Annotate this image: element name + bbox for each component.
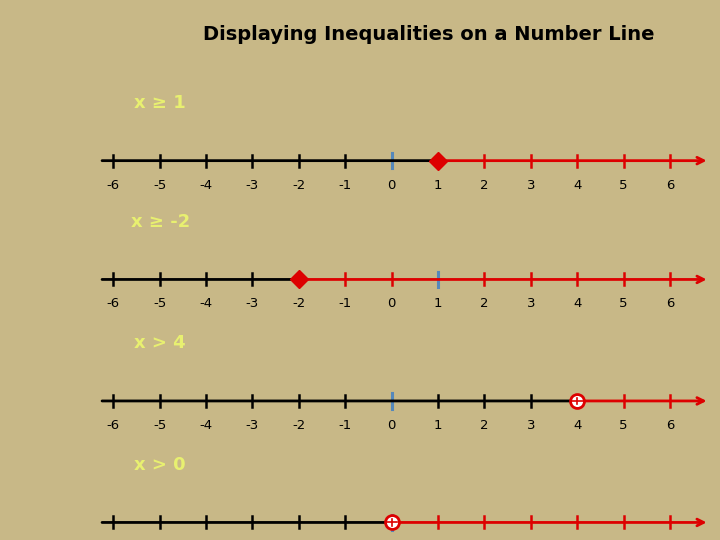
Text: -4: -4 — [199, 179, 212, 192]
Text: 3: 3 — [526, 419, 535, 432]
Text: 2: 2 — [480, 298, 489, 310]
Text: 6: 6 — [666, 298, 674, 310]
Text: x > 4: x > 4 — [135, 334, 186, 353]
Text: -1: -1 — [338, 419, 352, 432]
Text: 3: 3 — [526, 298, 535, 310]
Text: 1: 1 — [433, 419, 442, 432]
Text: 4: 4 — [573, 419, 581, 432]
Text: -1: -1 — [338, 298, 352, 310]
Text: -5: -5 — [153, 298, 166, 310]
Text: -3: -3 — [246, 419, 259, 432]
Text: -3: -3 — [246, 298, 259, 310]
Text: -2: -2 — [292, 179, 305, 192]
Text: -1: -1 — [338, 179, 352, 192]
Text: -4: -4 — [199, 298, 212, 310]
Text: Displaying Inequalities on a Number Line: Displaying Inequalities on a Number Line — [202, 25, 654, 44]
Text: 1: 1 — [433, 298, 442, 310]
Text: 0: 0 — [387, 179, 396, 192]
Text: 1: 1 — [433, 179, 442, 192]
Text: 0: 0 — [387, 298, 396, 310]
Text: -5: -5 — [153, 419, 166, 432]
Text: 2: 2 — [480, 419, 489, 432]
Text: x ≥ -2: x ≥ -2 — [130, 213, 190, 231]
Text: 0: 0 — [387, 419, 396, 432]
Text: -4: -4 — [199, 419, 212, 432]
Text: 3: 3 — [526, 179, 535, 192]
Text: -3: -3 — [246, 179, 259, 192]
Text: 6: 6 — [666, 419, 674, 432]
Text: x ≥ 1: x ≥ 1 — [135, 94, 186, 112]
Text: 4: 4 — [573, 179, 581, 192]
Text: -5: -5 — [153, 179, 166, 192]
Text: 2: 2 — [480, 179, 489, 192]
Text: 4: 4 — [573, 298, 581, 310]
Text: 5: 5 — [619, 419, 628, 432]
Text: -2: -2 — [292, 419, 305, 432]
Text: -6: -6 — [107, 179, 120, 192]
Text: 5: 5 — [619, 179, 628, 192]
Text: x > 0: x > 0 — [135, 456, 186, 474]
Text: 5: 5 — [619, 298, 628, 310]
Text: -6: -6 — [107, 419, 120, 432]
Text: -6: -6 — [107, 298, 120, 310]
Text: 6: 6 — [666, 179, 674, 192]
Text: -2: -2 — [292, 298, 305, 310]
